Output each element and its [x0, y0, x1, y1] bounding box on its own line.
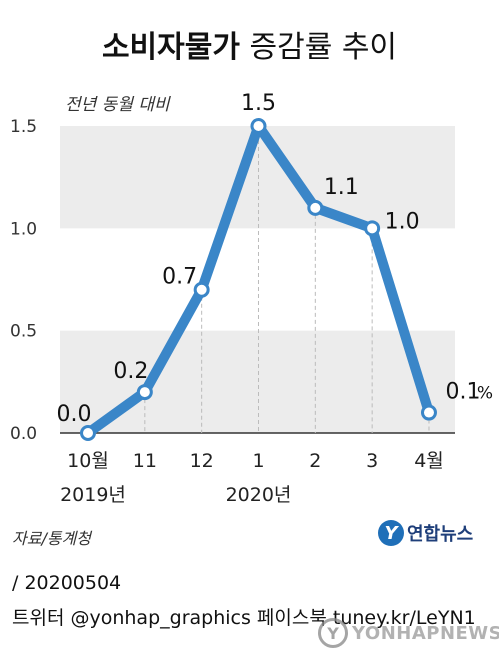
data-point: [250, 117, 267, 134]
year-label: 2019년: [60, 484, 126, 506]
subtitle: 전년 동월 대비: [65, 95, 171, 115]
data-point: [136, 384, 153, 401]
data-point: [364, 220, 381, 237]
x-tick-label: 3: [366, 450, 378, 472]
x-tick-label: 1: [252, 450, 264, 472]
yonhap-logo-text: 연합뉴스: [407, 524, 474, 545]
data-point: [193, 281, 210, 298]
data-label: 0.7: [162, 265, 197, 290]
data-label: 0.1: [445, 380, 480, 405]
yonhapnews-watermark: Y YONHAPNEWS: [318, 618, 499, 648]
data-label: 1.1: [324, 175, 359, 200]
y-tick-label: 1.5: [10, 117, 37, 137]
y-tick-label: 1.0: [10, 219, 37, 239]
watermark-text: YONHAPNEWS: [352, 622, 499, 644]
data-point: [307, 199, 324, 216]
chart-card: 소비자물가 증감률 추이 0.0 0.5 1.0 1.5 전년 동월 대비 0.0 0.2 0…: [0, 22, 499, 550]
year-label: 2020년: [226, 484, 292, 506]
yonhap-logo: Y 연합뉴스: [378, 516, 473, 550]
watermark-icon: Y: [318, 618, 348, 648]
source-note: 자료/통계청: [12, 529, 91, 548]
y-tick-label: 0.0: [10, 424, 37, 444]
chart-title: 소비자물가 증감률 추이: [0, 22, 499, 66]
band-low: [60, 330, 455, 433]
x-tick-label: 11: [133, 450, 157, 472]
data-point: [420, 404, 437, 421]
title-light: 증감률 추이: [249, 30, 398, 65]
footer-social: 트위터 @yonhap_graphics 페이스북 tuney.kr/LeYN1: [12, 607, 476, 629]
x-tick-label: 12: [190, 450, 214, 472]
x-tick-label: 2: [309, 450, 321, 472]
x-tick-label: 10월: [67, 450, 109, 472]
x-tick-label: 4월: [414, 450, 444, 472]
footer-date: / 20200504: [12, 572, 122, 594]
data-label: 0.0: [57, 402, 92, 427]
data-label: 0.2: [113, 359, 148, 384]
unit-label: %: [477, 384, 493, 404]
title-bold: 소비자물가: [101, 30, 240, 65]
data-label: 1.5: [241, 91, 276, 116]
data-point: [80, 425, 96, 441]
y-tick-label: 0.5: [10, 322, 37, 342]
data-label: 1.0: [385, 209, 420, 234]
line-chart: 0.0 0.5 1.0 1.5 전년 동월 대비 0.0 0.2 0.7 1.5 1.1 1.0 0.…: [10, 91, 493, 506]
yonhap-logo-icon: Y: [378, 520, 404, 546]
